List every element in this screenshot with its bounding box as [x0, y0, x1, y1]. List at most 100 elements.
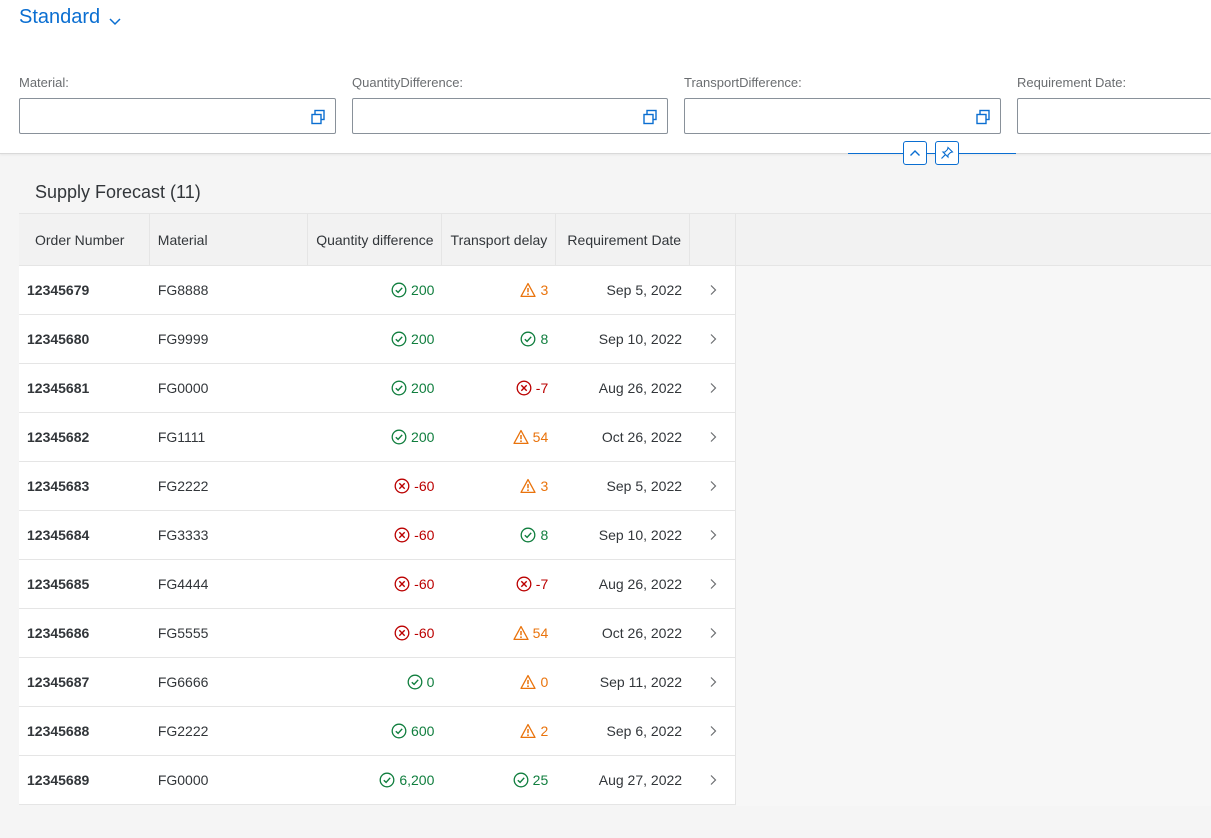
material-cell: FG9999	[157, 331, 209, 347]
requirement-date-cell: Sep 5, 2022	[606, 478, 683, 494]
table-body: 12345679 FG8888 200 3 Sep 5, 2022 12345680 FG9…	[19, 266, 735, 805]
table-row[interactable]: 12345686 FG5555 -60 54 Oct 26, 2022	[19, 609, 735, 658]
chevron-right-icon	[710, 481, 716, 491]
check-circle-icon	[391, 429, 407, 445]
transport-difference-input[interactable]	[684, 98, 1001, 134]
quantity-difference-cell: 200	[309, 266, 443, 314]
quantity-status: -60	[394, 478, 434, 494]
column-header-transport-delay[interactable]: Transport delay	[442, 214, 557, 265]
requirement-date-cell: Sep 11, 2022	[599, 674, 683, 690]
column-header-requirement-date[interactable]: Requirement Date	[556, 214, 691, 265]
requirement-date-cell: Aug 26, 2022	[598, 380, 683, 396]
value-help-icon[interactable]	[310, 109, 326, 125]
material-cell: FG0000	[157, 380, 209, 396]
order-number-cell: 12345687	[27, 674, 90, 690]
material-cell: FG3333	[157, 527, 209, 543]
column-header-order-number[interactable]: Order Number	[19, 214, 150, 265]
column-header-quantity-difference[interactable]: Quantity difference	[308, 214, 443, 265]
quantity-value: 200	[411, 282, 435, 298]
filter-material: Material:	[19, 75, 336, 134]
requirement-date-cell: Aug 26, 2022	[598, 576, 683, 592]
transport-delay-value: 3	[540, 282, 549, 298]
supply-forecast-table: Order Number Material Quantity differenc…	[19, 213, 736, 805]
requirement-date-input[interactable]	[1017, 98, 1211, 134]
row-navigation[interactable]	[690, 462, 735, 510]
variant-title[interactable]: Standard	[19, 6, 101, 28]
filter-label-quantity-difference: QuantityDifference:	[352, 75, 464, 90]
quantity-difference-cell: -60	[309, 511, 443, 559]
table-row[interactable]: 12345682 FG1111 200 54 Oct 26, 2022	[19, 413, 735, 462]
table-row[interactable]: 12345683 FG2222 -60 3 Sep 5, 2022	[19, 462, 735, 511]
chevron-down-icon[interactable]	[108, 14, 122, 28]
table-row[interactable]: 12345681 FG0000 200 -7 Aug 26, 2022	[19, 364, 735, 413]
transport-delay-value: 8	[540, 527, 549, 543]
order-number-cell: 12345686	[27, 625, 90, 641]
column-header-material[interactable]: Material	[150, 214, 309, 265]
error-circle-icon	[394, 625, 410, 641]
transport-delay-cell: -7	[442, 560, 556, 608]
quantity-difference-cell: 200	[309, 315, 443, 363]
quantity-status: 200	[391, 282, 434, 298]
quantity-difference-input[interactable]	[352, 98, 668, 134]
transport-delay-status: 8	[520, 331, 548, 347]
row-navigation[interactable]	[690, 707, 735, 755]
value-help-icon[interactable]	[975, 109, 991, 125]
row-navigation[interactable]	[690, 756, 735, 804]
order-number-cell: 12345683	[27, 478, 90, 494]
check-circle-icon	[391, 282, 407, 298]
table-row[interactable]: 12345687 FG6666 0 0 Sep 11, 2022	[19, 658, 735, 707]
pin-header-button[interactable]	[935, 141, 959, 165]
chevron-right-icon	[710, 628, 716, 638]
order-number-cell: 12345688	[27, 723, 90, 739]
transport-delay-value: 3	[540, 478, 549, 494]
table-row[interactable]: 12345689 FG0000 6,200 25 Aug 27, 2022	[19, 756, 735, 805]
pin-icon	[941, 146, 954, 159]
table-row[interactable]: 12345688 FG2222 600 2 Sep 6, 2022	[19, 707, 735, 756]
error-circle-icon	[516, 380, 532, 396]
row-navigation[interactable]	[690, 560, 735, 608]
table-title: Supply Forecast (11)	[35, 182, 201, 202]
row-navigation[interactable]	[690, 658, 735, 706]
value-help-icon[interactable]	[642, 109, 658, 125]
error-circle-icon	[516, 576, 532, 592]
table-row[interactable]: 12345680 FG9999 200 8 Sep 10, 2022	[19, 315, 735, 364]
quantity-status: 200	[391, 331, 434, 347]
chevron-right-icon	[710, 677, 716, 687]
quantity-value: 200	[411, 331, 435, 347]
material-cell: FG4444	[157, 576, 209, 592]
error-circle-icon	[394, 527, 410, 543]
table-row[interactable]: 12345685 FG4444 -60 -7 Aug 26, 2022	[19, 560, 735, 609]
quantity-value: 200	[411, 380, 435, 396]
transport-delay-cell: 25	[442, 756, 556, 804]
quantity-value: 200	[411, 429, 435, 445]
transport-delay-cell: 54	[442, 413, 556, 461]
filter-transport-difference: TransportDifference:	[684, 75, 1001, 134]
collapse-header-button[interactable]	[903, 141, 927, 165]
transport-delay-value: 2	[540, 723, 549, 739]
row-navigation[interactable]	[690, 609, 735, 657]
row-navigation[interactable]	[690, 511, 735, 559]
check-circle-icon	[391, 380, 407, 396]
row-navigation[interactable]	[690, 266, 735, 314]
filter-bar: Standard Material: QuantityDifference: T…	[0, 0, 1211, 154]
warning-triangle-icon	[520, 723, 537, 739]
table-row[interactable]: 12345684 FG3333 -60 8 Sep 10, 2022	[19, 511, 735, 560]
quantity-difference-cell: 200	[309, 413, 443, 461]
chevron-up-icon	[910, 150, 920, 156]
requirement-date-cell: Oct 26, 2022	[601, 625, 683, 641]
table-row[interactable]: 12345679 FG8888 200 3 Sep 5, 2022	[19, 266, 735, 315]
transport-delay-status: 54	[513, 625, 548, 641]
quantity-difference-cell: 600	[309, 707, 443, 755]
chevron-right-icon	[710, 383, 716, 393]
row-navigation[interactable]	[690, 315, 735, 363]
row-navigation[interactable]	[690, 364, 735, 412]
material-input[interactable]	[19, 98, 336, 134]
variant-management[interactable]: Standard	[19, 6, 122, 29]
row-navigation[interactable]	[690, 413, 735, 461]
transport-delay-value: 8	[540, 331, 549, 347]
transport-delay-value: 0	[540, 674, 549, 690]
transport-delay-status: 3	[520, 478, 548, 494]
warning-triangle-icon	[513, 429, 529, 445]
filter-quantity-difference: QuantityDifference:	[352, 75, 668, 134]
transport-delay-value: 54	[532, 429, 549, 445]
